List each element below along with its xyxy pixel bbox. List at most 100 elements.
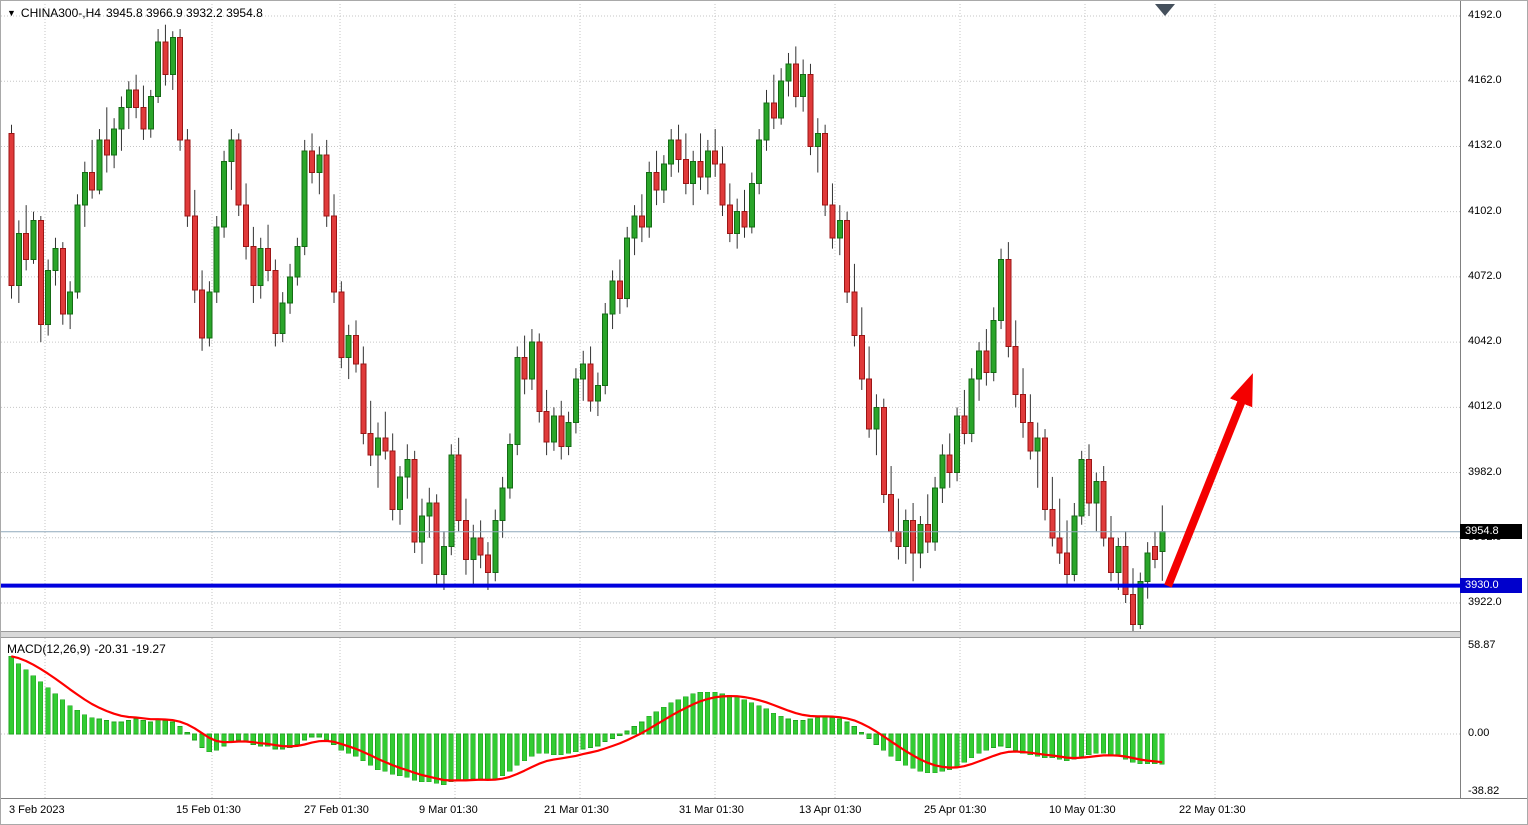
candle <box>748 172 755 234</box>
candle <box>616 259 623 314</box>
macd-bar <box>521 733 527 762</box>
candle <box>155 29 162 103</box>
candle <box>719 146 726 217</box>
macd-bar <box>243 733 249 742</box>
macd-label: MACD(12,26,9) <box>7 642 91 656</box>
candle <box>440 531 447 590</box>
candle <box>844 211 851 303</box>
macd-bar <box>514 733 520 766</box>
candle <box>37 216 44 343</box>
candle <box>770 74 777 130</box>
candle <box>888 466 895 543</box>
macd-bar <box>1086 733 1092 756</box>
macd-bar <box>382 733 388 772</box>
candle <box>206 281 213 347</box>
macd-bar <box>1027 733 1033 756</box>
trend-arrow[interactable] <box>1164 373 1253 588</box>
macd-bar <box>455 733 462 781</box>
chart-shift-marker-icon[interactable] <box>1155 4 1175 16</box>
macd-bar <box>1137 733 1143 765</box>
candle <box>756 129 763 195</box>
candle <box>631 205 638 256</box>
macd-bar <box>1159 733 1165 765</box>
macd-bar <box>360 733 366 762</box>
candle <box>309 133 316 184</box>
candle <box>382 411 389 460</box>
macd-bar <box>932 733 938 774</box>
candle <box>191 189 198 303</box>
candle <box>653 150 660 206</box>
macd-bar <box>118 721 124 735</box>
macd-bar <box>367 733 374 766</box>
candle <box>375 422 381 488</box>
macd-bar <box>1144 733 1151 765</box>
candle <box>741 189 748 238</box>
candle <box>345 324 352 380</box>
macd-bar <box>265 733 271 747</box>
macd-bar <box>433 733 440 784</box>
candle <box>675 124 682 173</box>
candle <box>8 124 15 299</box>
macd-bar <box>998 733 1004 747</box>
candle <box>609 270 616 330</box>
candle <box>1049 476 1056 547</box>
candle <box>396 466 403 525</box>
macd-bar <box>345 733 352 754</box>
candle <box>140 85 147 140</box>
candle <box>602 302 609 395</box>
candle <box>199 270 206 351</box>
panel-separator[interactable] <box>1 631 1527 638</box>
time-tick-label: 13 Apr 01:30 <box>799 804 862 816</box>
macd-bar <box>499 733 506 777</box>
symbol-dropdown-icon[interactable]: ▼ <box>7 8 16 18</box>
macd-bar <box>939 733 945 772</box>
macd-bar <box>309 733 315 738</box>
candle <box>1005 242 1012 358</box>
candle <box>389 433 396 521</box>
candle <box>902 509 909 564</box>
macd-bar <box>419 733 425 783</box>
macd-bar <box>96 718 102 735</box>
macd-bar <box>807 718 813 735</box>
macd-bar <box>924 733 931 774</box>
macd-bar <box>397 733 403 777</box>
candle <box>734 198 741 249</box>
candle <box>272 259 279 347</box>
macd-bar <box>851 726 857 735</box>
candle <box>177 29 184 151</box>
candle <box>316 146 323 195</box>
main-chart-canvas[interactable] <box>1 4 1460 631</box>
macd-bar <box>580 733 586 750</box>
macd-bar <box>257 733 264 747</box>
macd-bar <box>30 675 36 735</box>
candle <box>690 150 697 206</box>
macd-bar <box>954 733 960 768</box>
price-axis[interactable]: 4192.0 4162.0 4132.0 4102.0 4072.0 4042.0 4012… <box>1460 1 1527 798</box>
macd-bar <box>1078 733 1085 757</box>
candle <box>89 139 96 199</box>
candle <box>1078 450 1085 525</box>
macd-bar <box>551 733 557 756</box>
macd-bar <box>67 705 73 735</box>
candle <box>646 161 653 238</box>
candle <box>81 161 88 227</box>
macd-bar <box>353 733 359 757</box>
macd-bar <box>573 733 579 753</box>
macd-canvas[interactable] <box>1 638 1460 798</box>
time-tick-label: 3 Feb 2023 <box>9 804 65 816</box>
macd-bar <box>404 733 410 778</box>
candle <box>829 183 836 249</box>
macd-bar <box>1012 733 1019 751</box>
candle <box>814 118 821 173</box>
macd-bar <box>169 721 176 735</box>
candle <box>550 407 557 451</box>
candle <box>243 183 250 260</box>
candle <box>917 516 924 569</box>
macd-bar <box>1115 733 1121 757</box>
macd-bar <box>763 708 769 735</box>
time-axis[interactable]: 3 Feb 2023 15 Feb 01:30 27 Feb 01:30 9 Mar … <box>1 798 1527 824</box>
candle <box>697 133 704 190</box>
candle <box>133 74 140 119</box>
macd-bar <box>529 733 535 757</box>
macd-bar <box>697 691 703 735</box>
